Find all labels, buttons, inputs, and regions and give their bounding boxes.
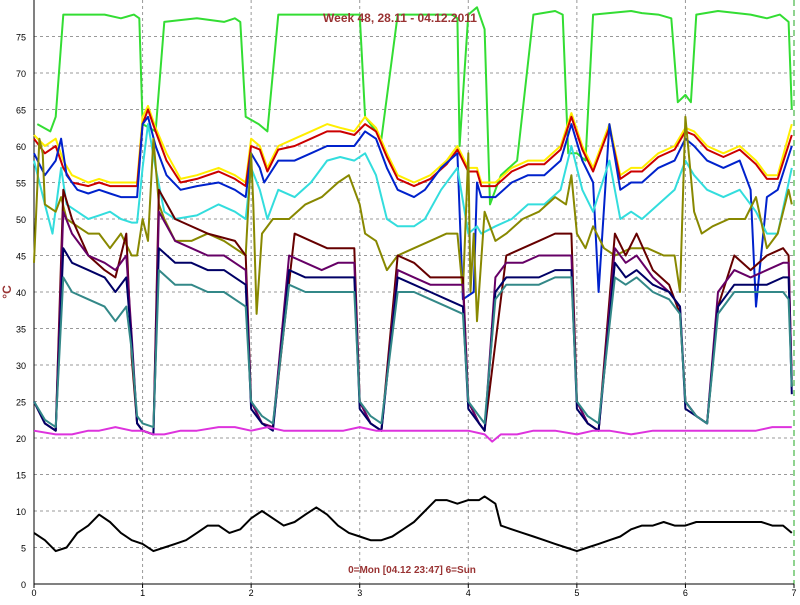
x-tick-label: 7 xyxy=(791,588,796,598)
y-tick-label: 40 xyxy=(16,288,26,298)
y-tick-label: 60 xyxy=(16,142,26,152)
x-axis-label: 0=Mon [04.12 23:47] 6=Sun xyxy=(348,565,476,576)
series xyxy=(33,6,793,553)
y-tick-label: 10 xyxy=(16,507,26,517)
series-line-8 xyxy=(33,247,793,436)
x-tick-label: 2 xyxy=(249,588,254,598)
series-line-10 xyxy=(33,426,792,443)
y-tick-label: 30 xyxy=(16,361,26,371)
y-tick-label: 25 xyxy=(16,398,26,408)
series-line-4 xyxy=(33,123,793,235)
y-tick-label: 70 xyxy=(16,69,26,79)
x-tick-label: 4 xyxy=(466,588,471,598)
y-tick-label: 15 xyxy=(16,471,26,481)
y-tick-label: 35 xyxy=(16,325,26,335)
y-tick-label: 55 xyxy=(16,179,26,189)
x-tick-label: 1 xyxy=(140,588,145,598)
chart-title: Week 48, 28.11 - 04.12.2011 xyxy=(323,11,477,25)
y-tick-label: 50 xyxy=(16,215,26,225)
axes xyxy=(33,0,794,585)
x-tick-label: 0 xyxy=(31,588,36,598)
series-line-11 xyxy=(33,495,793,553)
y-tick-label: 75 xyxy=(16,33,26,43)
y-tick-label: 5 xyxy=(21,544,26,554)
series-line-5 xyxy=(33,115,793,323)
y-tick-label: 45 xyxy=(16,252,26,262)
x-tick-label: 6 xyxy=(683,588,688,598)
series-line-3 xyxy=(33,115,793,308)
x-tick-label: 5 xyxy=(574,588,579,598)
y-tick-label: 20 xyxy=(16,434,26,444)
y-tick-label: 65 xyxy=(16,106,26,116)
x-tick-label: 3 xyxy=(357,588,362,598)
series-line-9 xyxy=(33,269,793,429)
y-axis-label: °C xyxy=(0,285,14,299)
y-tick-label: 0 xyxy=(21,580,26,590)
